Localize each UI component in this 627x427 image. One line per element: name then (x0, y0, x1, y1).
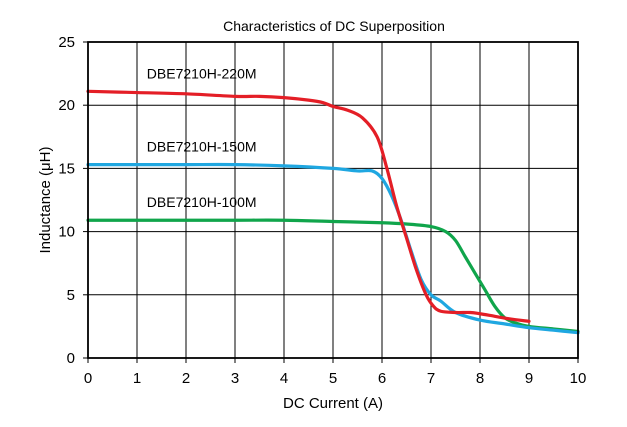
x-tick-label: 0 (84, 370, 92, 387)
y-tick-label: 5 (67, 287, 75, 304)
x-tick-label: 9 (525, 370, 533, 387)
y-tick-label: 0 (67, 350, 75, 367)
y-tick-label: 20 (58, 97, 75, 114)
axis-ticks: 0 1 2 3 4 5 6 7 8 9 10 0 5 10 15 20 25 (58, 34, 586, 387)
series-lines (86, 89, 580, 335)
y-tick-label: 25 (58, 34, 75, 51)
series-labels: DBE7210H-220M DBE7210H-150M DBE7210H-100M (147, 65, 257, 210)
x-tick-label: 5 (329, 370, 337, 387)
x-tick-label: 3 (231, 370, 239, 387)
y-tick-label: 15 (58, 160, 75, 177)
x-tick-label: 10 (570, 370, 587, 387)
x-tick-label: 7 (427, 370, 435, 387)
series-line-dbe7210h-100m (86, 218, 580, 334)
x-tick-label: 1 (133, 370, 141, 387)
x-tick-label: 4 (280, 370, 288, 387)
x-axis-label: DC Current (A) (283, 395, 383, 412)
series-label: DBE7210H-100M (147, 194, 257, 210)
series-line-dbe7210h-220m (86, 89, 531, 323)
x-tick-label: 8 (476, 370, 484, 387)
y-axis-label: Inductance (μH) (37, 146, 54, 253)
y-tick-label: 10 (58, 224, 75, 241)
series-label: DBE7210H-220M (147, 65, 257, 81)
series-label: DBE7210H-150M (147, 139, 257, 155)
chart-title: Characteristics of DC Superposition (223, 18, 445, 34)
x-tick-label: 2 (182, 370, 190, 387)
x-tick-label: 6 (378, 370, 386, 387)
